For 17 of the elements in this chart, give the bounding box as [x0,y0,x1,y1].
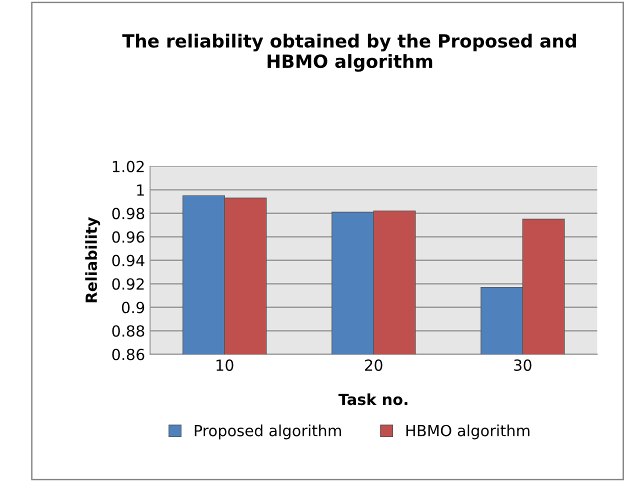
x-tick-label: 30 [514,359,532,371]
y-tick-label: 0.9 [122,302,144,314]
chart-title: The reliability obtained by the Proposed and HBMO algorithm [122,34,576,72]
x-tick-label: 10 [216,359,234,371]
y-tick-label: 0.88 [112,325,144,337]
y-tick-label: 0.96 [112,231,144,243]
y-axis-title: Reliability [85,217,100,302]
y-tick-label: 1.02 [112,160,144,172]
y-tick-label: 0.98 [112,208,144,220]
x-axis-title: Task no. [338,393,408,406]
y-tick-label: 0.92 [112,278,144,290]
x-tick-label: 20 [365,359,382,371]
legend-label: HBMO algorithm [406,424,530,440]
y-tick-label: 0.94 [112,254,144,266]
y-tick-label: 1 [137,184,144,196]
legend-label: Proposed algorithm [194,424,341,440]
y-tick-label: 0.86 [112,348,144,360]
